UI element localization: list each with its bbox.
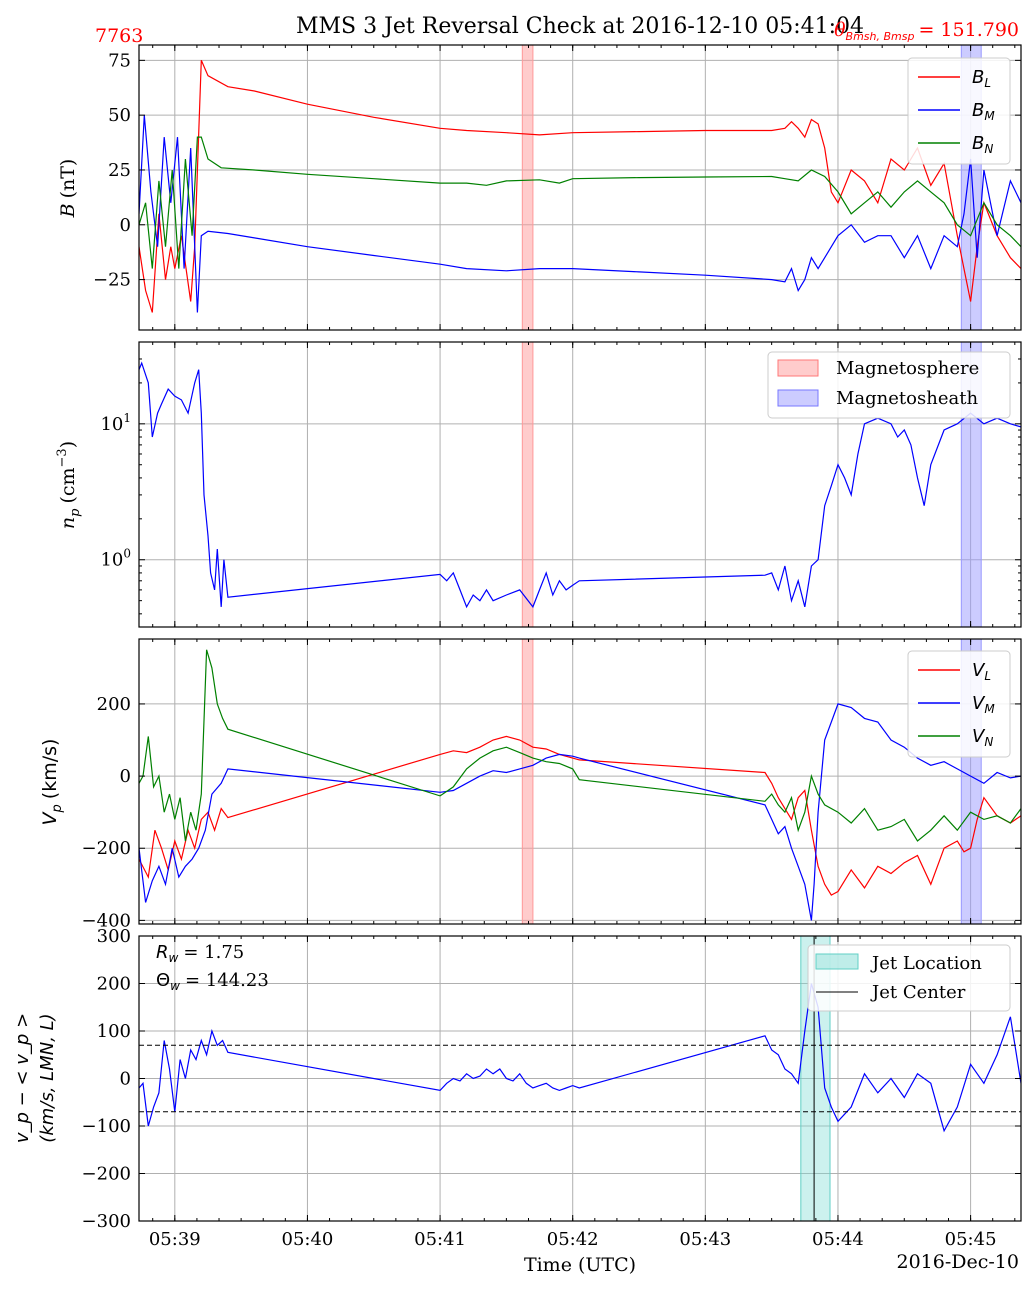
series-line (139, 983, 1021, 1133)
event-id-label: 7763 (95, 25, 143, 47)
y-tick-base: 10 (100, 550, 123, 571)
legend-bn: BN (972, 133, 993, 156)
legend-bl: BL (972, 67, 991, 90)
legend-jet-location: Jet Location (870, 953, 982, 974)
b-legend: BL BM BN (907, 57, 1011, 165)
y-tick-exponent: 0 (123, 547, 131, 561)
series-line (139, 735, 1021, 896)
vp-ylabel-sub: p (50, 804, 65, 813)
x-tick-label: 05:40 (282, 1229, 334, 1250)
np-ylabel-close: ) (57, 441, 79, 448)
theta-symbol: θ (834, 19, 846, 41)
y-tick-label: 101 (100, 411, 131, 435)
rw-value: = 1.75 (183, 942, 244, 963)
figure-title: MMS 3 Jet Reversal Check at 2016-12-10 0… (296, 14, 864, 39)
vp-ylabel-symbol: V (39, 810, 61, 825)
region-band (521, 341, 534, 628)
region-legend: Magnetosphere Magnetosheath (767, 351, 1011, 419)
legend-vl: VL (972, 660, 991, 683)
plot-frame (138, 638, 1022, 925)
x-axis-label: Time (UTC) (524, 1254, 636, 1276)
y-tick-label: 0 (120, 215, 131, 236)
legend-magnetosphere: Magnetosphere (836, 358, 979, 379)
v-legend: VL VM VN (907, 650, 1011, 758)
x-tick-label: 05:42 (547, 1229, 599, 1250)
y-tick-label: 50 (108, 105, 131, 126)
y-tick-label: 0 (120, 766, 131, 787)
series-line (139, 60, 1021, 313)
series-line (139, 136, 1021, 269)
series-line (139, 703, 1021, 921)
np-ylabel-exp: −3 (55, 448, 70, 467)
theta-subscript: Bmsh, Bmsp (846, 30, 915, 43)
np-ylabel-symbol: n (57, 517, 79, 529)
y-tick-label: −200 (82, 838, 131, 859)
legend-magnetosheath: Magnetosheath (836, 388, 978, 409)
theta-angle-label: θBmsh, Bmsp = 151.790 (834, 19, 1019, 43)
y-tick-label: −300 (82, 1211, 131, 1232)
y-tick-label: −100 (82, 1116, 131, 1137)
np-ylabel-unit: (cm (57, 467, 79, 503)
legend-bm: BM (972, 100, 995, 123)
thetaw-annotation: Θw = 144.23 (156, 970, 269, 993)
np-ylabel-sub: p (68, 508, 83, 517)
y-tick-label: 300 (97, 926, 131, 947)
x-tick-label: 05:41 (414, 1229, 466, 1250)
x-tick-label: 05:44 (812, 1229, 864, 1250)
y-tick-label: 0 (120, 1069, 131, 1090)
y-tick-label: 25 (108, 160, 131, 181)
legend-jet-center: Jet Center (870, 982, 966, 1003)
np-ylabel: np (cm−3) (55, 441, 83, 529)
thetaw-value: = 144.23 (185, 970, 269, 991)
thetaw-symbol: Θ (156, 970, 170, 991)
rw-annotation: Rw = 1.75 (156, 942, 244, 965)
y-tick-exponent: 1 (123, 411, 131, 425)
b-ylabel: B (nT) (57, 159, 79, 219)
y-tick-base: 10 (100, 414, 123, 435)
series-line (139, 649, 1021, 842)
y-tick-label: 200 (97, 694, 131, 715)
velocity-deviation-panel: −300 −200 −100 0 100 200 300 05:39 05:40 05:41 05:… (82, 926, 1022, 1250)
y-tick-label: −25 (93, 270, 131, 291)
y-tick-label: −400 (82, 910, 131, 931)
x-tick-label: 05:43 (679, 1229, 731, 1250)
thetaw-subscript: w (170, 979, 180, 993)
rw-symbol: R (156, 942, 169, 963)
dv-ylabel-line2: (km/s, LMN, L) (37, 1013, 58, 1142)
date-label: 2016-Dec-10 (897, 1251, 1020, 1273)
x-tick-label: 05:45 (945, 1229, 997, 1250)
legend-vn: VN (972, 726, 993, 749)
y-tick-label: 100 (100, 547, 131, 571)
x-tick-label: 05:39 (149, 1229, 201, 1250)
velocity-panel: −400 −200 0 200 (82, 638, 1022, 931)
legend-vm: VM (972, 693, 995, 716)
region-band (521, 44, 534, 331)
plot-frame (138, 341, 1022, 628)
theta-value: = 151.790 (918, 19, 1019, 41)
magnetic-field-panel: −25 0 25 50 75 (93, 44, 1022, 331)
b-ylabel-unit: (nT) (57, 159, 79, 199)
plot-frame (138, 44, 1022, 331)
y-tick-label: 100 (97, 1021, 131, 1042)
jet-legend: Jet Location Jet Center (807, 944, 1011, 1012)
rw-subscript: w (169, 951, 179, 965)
series-line (139, 115, 1021, 313)
region-band (521, 638, 534, 925)
y-tick-label: 200 (97, 974, 131, 995)
b-ylabel-symbol: B (57, 203, 79, 218)
series-line (139, 361, 1021, 609)
vp-ylabel: Vp (km/s) (39, 739, 65, 826)
y-tick-label: 75 (108, 50, 131, 71)
dv-ylabel-line1: v_p − < v_p > (12, 1013, 33, 1143)
y-tick-label: −200 (82, 1164, 131, 1185)
vp-ylabel-unit: (km/s) (39, 739, 61, 800)
